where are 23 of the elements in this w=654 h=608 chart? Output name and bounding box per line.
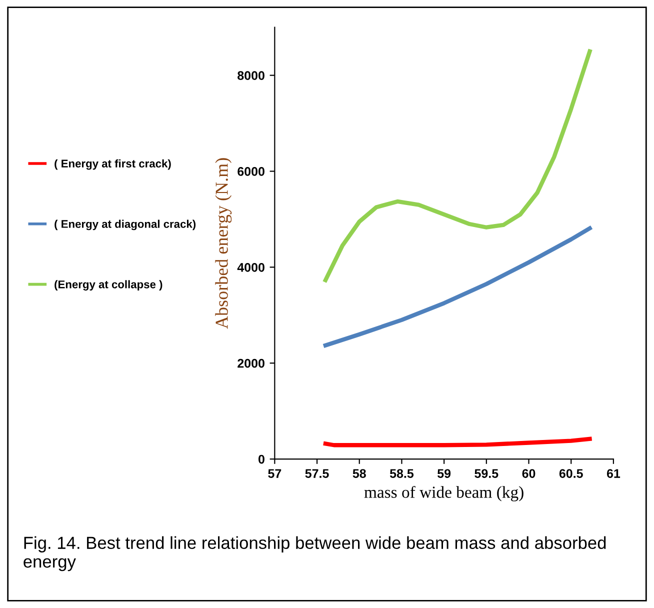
x-tick-label: 59.5 <box>474 469 498 478</box>
y-tick-label: 0 <box>258 454 264 464</box>
legend-label: ( Energy at first crack) <box>54 159 171 170</box>
x-tick-label: 58 <box>352 469 366 478</box>
x-tick-label: 60 <box>522 469 536 478</box>
y-tick-label: 4000 <box>237 262 264 272</box>
y-tick-label: 2000 <box>238 358 264 368</box>
legend-label: (Energy at collapse ) <box>54 280 162 291</box>
line-series <box>323 226 592 348</box>
y-axis-title: Absorbed energy (N.m) <box>215 158 232 329</box>
caption: Fig. 14. Best trend line relationship between wide beam mass and absorbed energy <box>24 536 606 572</box>
line-series <box>323 436 592 448</box>
legend-label: ( Energy at diagonal crack) <box>54 220 196 230</box>
line-series <box>323 49 592 282</box>
x-tick-label: 57.5 <box>305 469 329 478</box>
x-tick-label: 59 <box>438 469 451 478</box>
x-tick-label: 58.5 <box>390 469 414 478</box>
x-tick-label: 60.5 <box>559 469 583 478</box>
y-tick-label: 8000 <box>238 71 264 80</box>
x-axis-title: mass of wide beam (kg) <box>364 486 524 502</box>
y-tick-label: 6000 <box>238 167 264 176</box>
x-tick-label: 61 <box>606 469 620 478</box>
x-tick-label: 57 <box>268 469 282 478</box>
